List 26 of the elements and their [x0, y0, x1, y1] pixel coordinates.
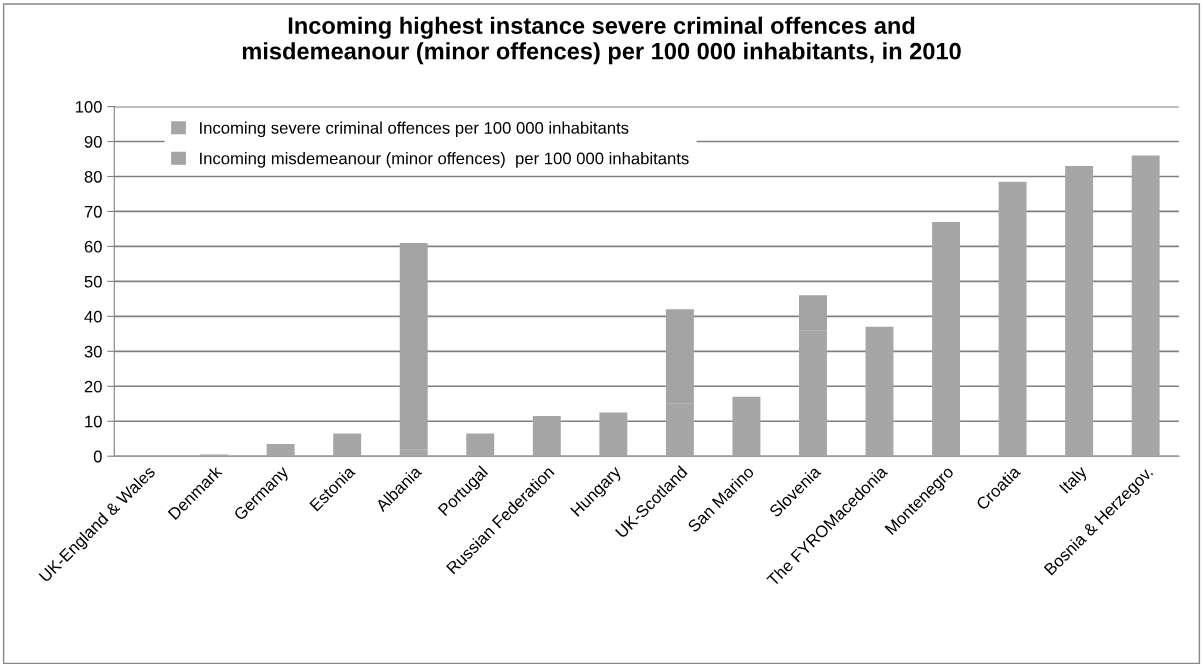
bar	[466, 433, 495, 457]
bar	[599, 412, 628, 457]
bar	[732, 396, 761, 457]
y-tick-label: 80	[84, 170, 102, 183]
bar	[932, 221, 961, 457]
y-tick-label: 70	[84, 205, 102, 218]
y-tick-label: 0	[93, 450, 102, 463]
chart-title: Incoming highest instance severe criminal offences and misdemeanour (minor offences) per 100 000 inhabitants, in 2010	[242, 16, 961, 65]
legend-label: Incoming misdemeanour (minor offences) per 100 000 inhabitants	[200, 152, 689, 168]
y-tick-label: 30	[84, 345, 102, 358]
bar	[532, 416, 561, 457]
bar	[333, 433, 362, 457]
legend-label: Incoming severe criminal offences per 100 000 inhabitants	[200, 121, 629, 138]
bar	[998, 181, 1027, 457]
bar	[1131, 155, 1160, 457]
y-tick-label: 40	[84, 310, 102, 323]
y-tick-label: 20	[84, 380, 102, 393]
y-tick-label: 60	[84, 240, 102, 253]
y-tick-label: 100	[75, 100, 102, 113]
y-tick-label: 50	[84, 275, 102, 288]
bar	[1065, 166, 1094, 457]
bar	[266, 443, 295, 457]
bar	[865, 326, 894, 457]
x-tick-label: Italy	[1058, 464, 1091, 497]
y-tick-label: 10	[85, 415, 102, 428]
y-tick-label: 90	[84, 135, 102, 148]
